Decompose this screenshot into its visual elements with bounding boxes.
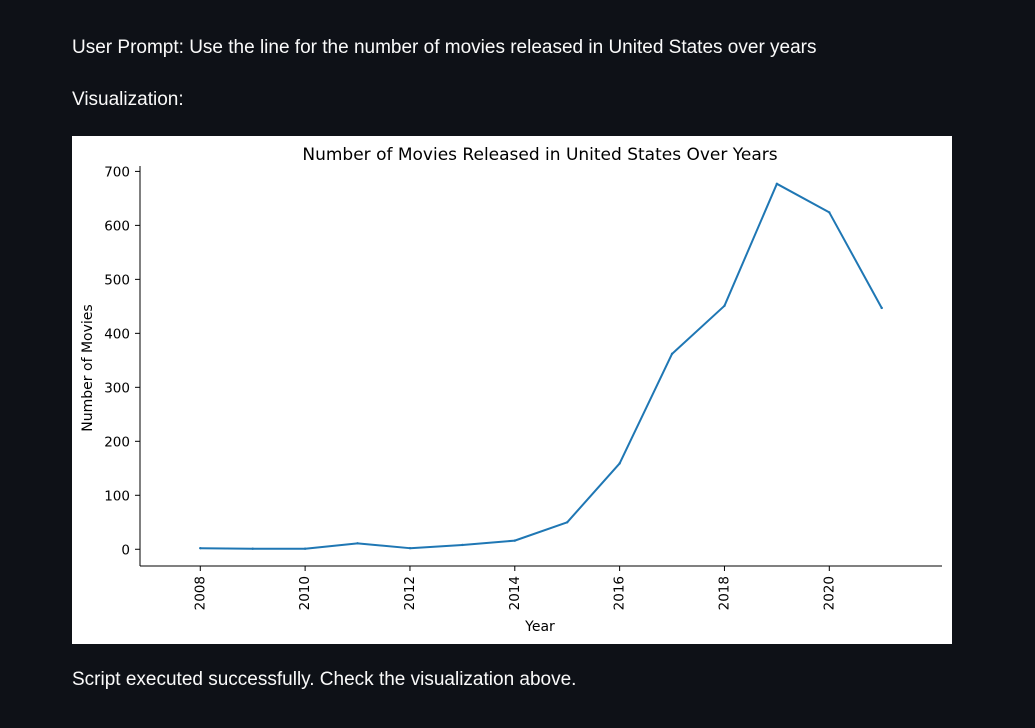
data-point (356, 542, 359, 545)
data-point (880, 306, 883, 310)
x-tick-label: 2010 (297, 576, 313, 610)
x-tick-label: 2020 (821, 576, 837, 610)
data-point (670, 352, 674, 356)
visualization-label: Visualization: (72, 89, 184, 110)
y-tick-label: 500 (104, 272, 130, 288)
x-tick-label: 2014 (507, 576, 523, 610)
axes (139, 166, 942, 567)
y-tick-label: 400 (104, 326, 130, 342)
series-group (199, 182, 883, 550)
data-point (566, 521, 569, 524)
x-tick-label: 2018 (716, 576, 732, 610)
data-point (199, 546, 202, 550)
chart-title: Number of Movies Released in United Stat… (302, 145, 777, 165)
user-prompt-text: User Prompt: Use the line for the number… (72, 37, 817, 58)
x-axis-label: Year (524, 619, 555, 635)
y-tick-label: 300 (104, 380, 130, 396)
y-axis-label: Number of Movies (80, 304, 96, 431)
data-point (251, 547, 254, 550)
data-point (303, 547, 307, 550)
data-point (408, 546, 412, 550)
x-tick-label: 2008 (192, 576, 208, 610)
y-tick-label: 600 (104, 218, 130, 234)
x-tick-label: 2012 (402, 576, 418, 610)
data-point (775, 182, 779, 186)
status-message: Script executed successfully. Check the … (72, 669, 577, 690)
data-point (618, 462, 621, 465)
y-tick-label: 700 (104, 164, 130, 180)
x-tick-label: 2016 (612, 576, 628, 610)
y-axis-ticks: 0 100 200 300 400 500 600 700 (104, 164, 140, 558)
data-point (513, 539, 516, 542)
chart-panel: Number of Movies Released in United Stat… (72, 136, 952, 644)
data-point (461, 543, 464, 547)
y-tick-label: 0 (121, 542, 130, 558)
series-line (199, 182, 883, 550)
x-axis-ticks: 2008 2010 2012 2014 2016 2018 2020 (192, 566, 837, 610)
data-point (723, 304, 726, 308)
y-tick-label: 200 (104, 434, 130, 450)
line-chart: Number of Movies Released in United Stat… (80, 145, 942, 635)
data-point (828, 211, 831, 214)
y-tick-label: 100 (104, 488, 130, 504)
